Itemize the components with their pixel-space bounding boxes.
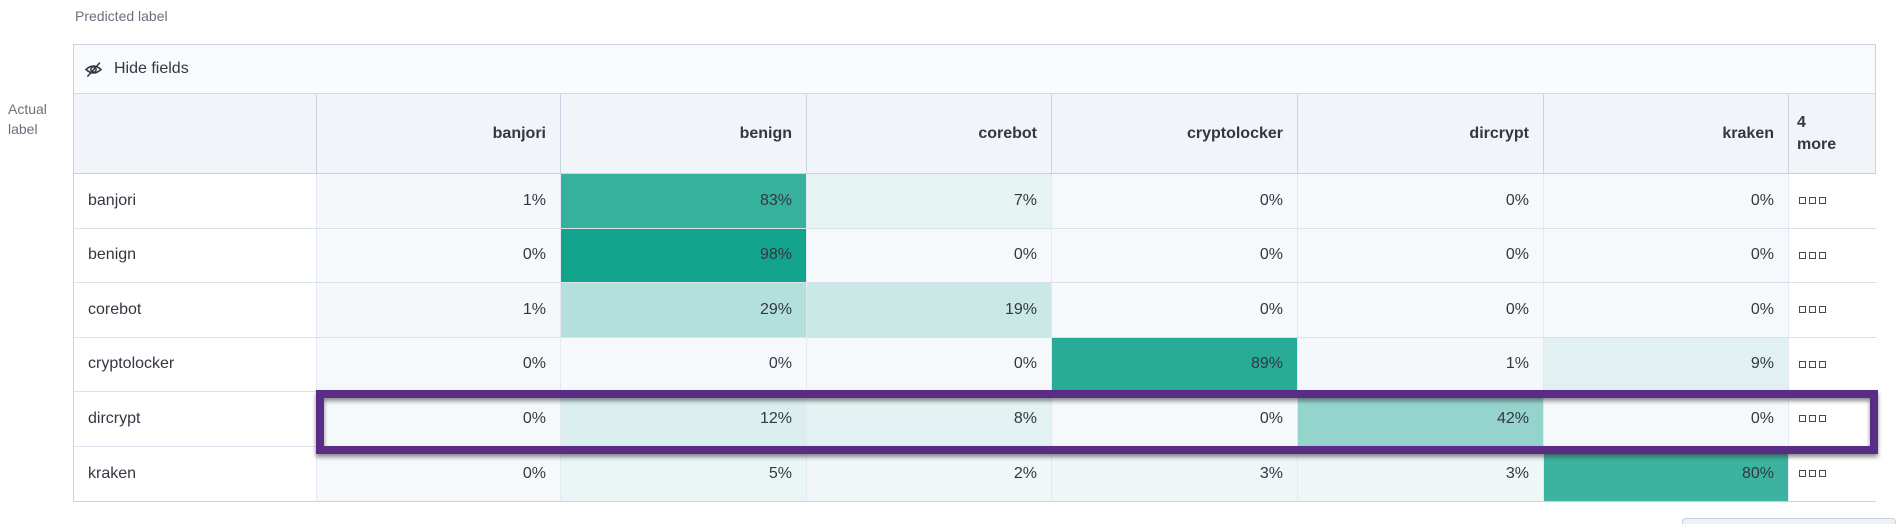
- row-label-corebot: corebot: [74, 283, 317, 337]
- cell-banjori-cryptolocker: 0%: [1052, 174, 1298, 228]
- corner-header-cell: [74, 94, 317, 173]
- grid-row-banjori: banjori 1% 83% 7% 0% 0% 0%: [74, 174, 1877, 229]
- boxes-horizontal-icon: [1799, 251, 1806, 259]
- boxes-horizontal-icon: [1799, 197, 1806, 205]
- row-label-dircrypt: dircrypt: [74, 392, 317, 446]
- predicted-label-axis-title: Predicted label: [75, 8, 168, 24]
- grid-row-cryptolocker: cryptolocker 0% 0% 0% 89% 1% 9%: [74, 337, 1877, 392]
- cell-cryptolocker-more: [1789, 337, 1877, 391]
- boxes-horizontal-icon: [1809, 360, 1816, 368]
- hide-fields-button[interactable]: Hide fields: [78, 54, 195, 85]
- boxes-horizontal-icon: [1799, 360, 1806, 368]
- cell-cryptolocker-kraken: 9%: [1544, 337, 1789, 391]
- cell-benign-benign: 98%: [561, 228, 807, 282]
- row-label-cryptolocker: cryptolocker: [74, 337, 317, 391]
- row-label-kraken: kraken: [74, 446, 317, 501]
- cell-corebot-corebot: 19%: [807, 283, 1052, 337]
- cell-kraken-more: [1789, 446, 1877, 501]
- column-header-benign[interactable]: benign: [561, 94, 807, 173]
- cell-kraken-dircrypt: 3%: [1298, 446, 1544, 501]
- cell-benign-corebot: 0%: [807, 228, 1052, 282]
- boxes-horizontal-icon: [1819, 251, 1826, 259]
- cell-banjori-banjori: 1%: [317, 174, 561, 228]
- cell-dircrypt-benign: 12%: [561, 392, 807, 446]
- boxes-horizontal-icon: [1809, 470, 1816, 478]
- boxes-horizontal-icon: [1809, 306, 1816, 314]
- cell-benign-cryptolocker: 0%: [1052, 228, 1298, 282]
- cell-cryptolocker-cryptolocker: 89%: [1052, 337, 1298, 391]
- cell-benign-kraken: 0%: [1544, 228, 1789, 282]
- cell-corebot-banjori: 1%: [317, 283, 561, 337]
- scrollbar-stub[interactable]: [1682, 518, 1896, 524]
- boxes-horizontal-icon: [1809, 251, 1816, 259]
- grid-table: banjori benign corebot cryptolocker dircrypt…: [74, 94, 1877, 501]
- grid-toolbar: Hide fields: [74, 45, 1875, 94]
- boxes-horizontal-icon: [1809, 415, 1816, 423]
- cell-corebot-cryptolocker: 0%: [1052, 283, 1298, 337]
- boxes-horizontal-icon: [1819, 415, 1826, 423]
- hide-fields-label: Hide fields: [114, 60, 189, 77]
- boxes-horizontal-icon: [1819, 197, 1826, 205]
- grid-header-row: banjori benign corebot cryptolocker dircrypt…: [74, 94, 1875, 174]
- more-columns-button[interactable]: [1797, 250, 1828, 261]
- cell-corebot-more: [1789, 283, 1877, 337]
- cell-cryptolocker-benign: 0%: [561, 337, 807, 391]
- boxes-horizontal-icon: [1799, 415, 1806, 423]
- cell-corebot-benign: 29%: [561, 283, 807, 337]
- column-header-cryptolocker[interactable]: cryptolocker: [1052, 94, 1298, 173]
- row-label-banjori: banjori: [74, 174, 317, 228]
- cell-benign-banjori: 0%: [317, 228, 561, 282]
- boxes-horizontal-icon: [1799, 306, 1806, 314]
- more-columns-button[interactable]: [1797, 304, 1828, 315]
- cell-banjori-corebot: 7%: [807, 174, 1052, 228]
- cell-benign-more: [1789, 228, 1877, 282]
- cell-cryptolocker-corebot: 0%: [807, 337, 1052, 391]
- cell-corebot-dircrypt: 0%: [1298, 283, 1544, 337]
- boxes-horizontal-icon: [1819, 306, 1826, 314]
- more-columns-button[interactable]: [1797, 195, 1828, 206]
- column-header-more[interactable]: 4 more: [1797, 113, 1837, 153]
- cell-banjori-more: [1789, 174, 1877, 228]
- cell-cryptolocker-dircrypt: 1%: [1298, 337, 1544, 391]
- cell-kraken-cryptolocker: 3%: [1052, 446, 1298, 501]
- row-label-benign: benign: [74, 228, 317, 282]
- grid-row-benign: benign 0% 98% 0% 0% 0% 0%: [74, 228, 1877, 283]
- cell-kraken-benign: 5%: [561, 446, 807, 501]
- boxes-horizontal-icon: [1819, 470, 1826, 478]
- boxes-horizontal-icon: [1799, 470, 1806, 478]
- grid-row-kraken: kraken 0% 5% 2% 3% 3% 80%: [74, 446, 1877, 501]
- boxes-horizontal-icon: [1809, 197, 1816, 205]
- eye-closed-icon: [84, 60, 103, 79]
- grid-row-corebot: corebot 1% 29% 19% 0% 0% 0%: [74, 283, 1877, 338]
- column-header-corebot[interactable]: corebot: [807, 94, 1052, 173]
- column-header-kraken[interactable]: kraken: [1544, 94, 1789, 173]
- column-header-banjori[interactable]: banjori: [317, 94, 561, 173]
- actual-label-axis-title: Actual label: [8, 101, 47, 137]
- confusion-matrix-grid: Hide fields banjori benign corebot cryptolo…: [73, 44, 1877, 502]
- cell-banjori-dircrypt: 0%: [1298, 174, 1544, 228]
- cell-kraken-corebot: 2%: [807, 446, 1052, 501]
- cell-banjori-benign: 83%: [561, 174, 807, 228]
- cell-dircrypt-dircrypt: 42%: [1298, 392, 1544, 446]
- cell-dircrypt-more: [1789, 392, 1877, 446]
- cell-kraken-kraken: 80%: [1544, 446, 1789, 501]
- column-header-dircrypt[interactable]: dircrypt: [1298, 94, 1544, 173]
- cell-cryptolocker-banjori: 0%: [317, 337, 561, 391]
- cell-banjori-kraken: 0%: [1544, 174, 1789, 228]
- more-columns-button[interactable]: [1797, 468, 1828, 479]
- cell-corebot-kraken: 0%: [1544, 283, 1789, 337]
- more-columns-button[interactable]: [1797, 359, 1828, 370]
- more-columns-button[interactable]: [1797, 413, 1828, 424]
- cell-dircrypt-banjori: 0%: [317, 392, 561, 446]
- cell-dircrypt-cryptolocker: 0%: [1052, 392, 1298, 446]
- cell-dircrypt-kraken: 0%: [1544, 392, 1789, 446]
- grid-row-dircrypt: dircrypt 0% 12% 8% 0% 42% 0%: [74, 392, 1877, 447]
- boxes-horizontal-icon: [1819, 360, 1826, 368]
- cell-kraken-banjori: 0%: [317, 446, 561, 501]
- cell-benign-dircrypt: 0%: [1298, 228, 1544, 282]
- cell-dircrypt-corebot: 8%: [807, 392, 1052, 446]
